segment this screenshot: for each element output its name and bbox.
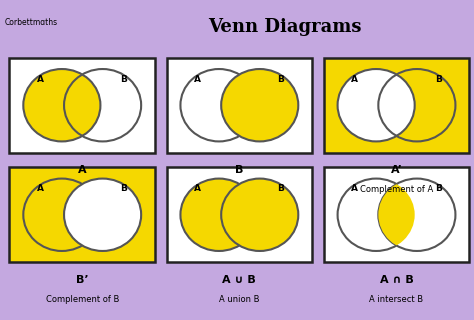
Ellipse shape [23,69,100,141]
Text: Venn Diagrams: Venn Diagrams [208,18,361,36]
Text: Complement of B: Complement of B [46,295,119,304]
Ellipse shape [378,179,456,251]
FancyBboxPatch shape [9,167,155,262]
Text: Complement of A: Complement of A [360,185,433,194]
Text: Corbettmɑths: Corbettmɑths [5,18,58,27]
Ellipse shape [181,179,257,251]
Text: A union B: A union B [219,295,260,304]
Text: A: A [194,184,201,193]
Text: B: B [120,184,127,193]
Text: B: B [435,75,441,84]
Ellipse shape [64,179,141,251]
FancyBboxPatch shape [9,58,155,153]
Text: A: A [194,75,201,84]
Text: A’: A’ [391,165,402,175]
Text: A: A [37,184,44,193]
Text: A: A [37,75,44,84]
Text: B: B [235,165,244,175]
Text: B’: B’ [76,275,89,285]
Text: B: B [277,184,284,193]
FancyBboxPatch shape [324,58,469,153]
FancyBboxPatch shape [167,58,312,153]
Text: A ∪ B: A ∪ B [222,275,256,285]
Ellipse shape [337,179,415,251]
Text: A: A [351,184,358,193]
Text: A: A [351,75,358,84]
Text: B: B [435,184,441,193]
FancyBboxPatch shape [167,167,312,262]
Ellipse shape [221,179,298,251]
FancyBboxPatch shape [324,167,469,262]
Text: B: B [277,75,284,84]
Text: B: B [120,75,127,84]
Text: A ∩ B: A ∩ B [380,275,413,285]
Ellipse shape [337,179,415,251]
Ellipse shape [337,69,415,141]
Ellipse shape [221,69,298,141]
Text: A: A [78,165,87,175]
Text: A intersect B: A intersect B [369,295,424,304]
